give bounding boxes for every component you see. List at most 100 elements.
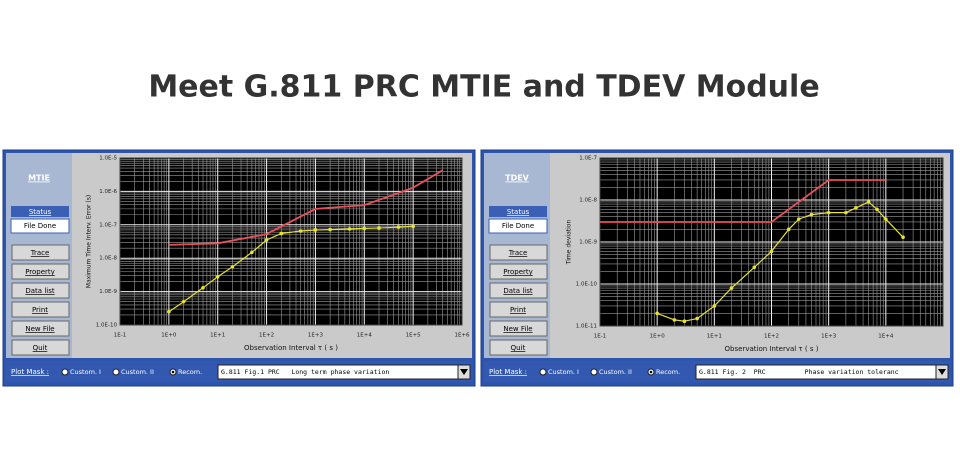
x-tick-label: 1E-1 bbox=[594, 334, 606, 340]
plot-border bbox=[119, 157, 463, 326]
radio-label[interactable]: Recom. bbox=[178, 368, 202, 376]
button[interactable] bbox=[489, 339, 548, 356]
button-label[interactable]: Quit bbox=[33, 344, 48, 352]
button-label[interactable]: Data list bbox=[25, 287, 54, 295]
data-point bbox=[695, 316, 699, 321]
status-title: Status bbox=[507, 208, 530, 216]
radio-selected bbox=[171, 370, 175, 374]
button[interactable] bbox=[11, 263, 70, 280]
button-label[interactable]: Data list bbox=[503, 287, 532, 295]
status-header bbox=[11, 206, 69, 217]
select-text: G.811 Fig.1 PRC Long term phase variatio… bbox=[221, 368, 389, 376]
radio-label[interactable]: Custom. I bbox=[70, 368, 101, 376]
radio-label[interactable]: Custom. II bbox=[599, 368, 632, 376]
radio-button[interactable] bbox=[112, 368, 120, 376]
button[interactable] bbox=[11, 301, 70, 318]
data-point bbox=[769, 249, 774, 254]
radio-label[interactable]: Recom. bbox=[656, 368, 680, 376]
data-point bbox=[809, 212, 814, 217]
button[interactable] bbox=[489, 320, 548, 337]
series-line bbox=[600, 179, 886, 223]
button[interactable] bbox=[489, 263, 548, 280]
data-point bbox=[181, 299, 186, 304]
chart: 1E-1 1E+0 1E+1 1E+2 1E+3 1E+4 1.0E-7 1.0E-8 1.0E… bbox=[566, 156, 944, 353]
y-tick-label: 1.0E-9 bbox=[579, 240, 597, 246]
data-point bbox=[377, 226, 381, 230]
status-title: Status bbox=[29, 208, 52, 216]
series-line bbox=[168, 169, 444, 246]
x-axis-label: Observation Interval τ ( s ) bbox=[244, 344, 338, 352]
button-label[interactable]: Trace bbox=[508, 249, 528, 257]
data-point bbox=[844, 210, 848, 215]
plot-area bbox=[120, 158, 462, 325]
x-tick-label: 1E+0 bbox=[650, 334, 666, 340]
data-point bbox=[328, 227, 332, 232]
page-title: Meet G.811 PRC MTIE and TDEV Module bbox=[148, 70, 819, 105]
data-point bbox=[672, 318, 677, 322]
button-label[interactable]: Quit bbox=[511, 344, 526, 352]
data-point bbox=[796, 217, 801, 221]
data-point bbox=[347, 227, 352, 231]
y-axis-label: Time deviation bbox=[566, 220, 573, 266]
button-label[interactable]: Print bbox=[510, 306, 526, 314]
button[interactable] bbox=[489, 282, 548, 299]
y-axis-label: Maximum Time Interv. Error (s) bbox=[86, 195, 93, 288]
button-label[interactable]: Property bbox=[503, 268, 533, 276]
data-point bbox=[884, 217, 888, 221]
button-label[interactable]: Print bbox=[32, 306, 48, 314]
chart: 1E-1 1E+0 1E+1 1E+2 1E+3 1E+4 1E+5 1E+6 1.0E-5 1.… bbox=[86, 156, 471, 353]
status-box bbox=[488, 218, 548, 234]
data-point bbox=[279, 231, 284, 236]
y-tick-label: 1.0E-10 bbox=[576, 282, 598, 288]
data-point bbox=[854, 206, 858, 210]
radio-label[interactable]: Custom. II bbox=[121, 368, 154, 376]
button-label[interactable]: New File bbox=[25, 325, 54, 333]
data-point bbox=[875, 207, 879, 212]
y-tick-label: 1.0E-7 bbox=[99, 222, 117, 228]
x-tick-label: 1E+3 bbox=[308, 333, 324, 339]
plot-border bbox=[599, 157, 944, 327]
button[interactable] bbox=[489, 301, 548, 318]
button[interactable] bbox=[11, 282, 70, 299]
y-tick-label: 1.0E-5 bbox=[99, 156, 117, 162]
x-tick-label: 1E-1 bbox=[114, 333, 126, 339]
button[interactable] bbox=[11, 244, 70, 261]
button[interactable] bbox=[11, 320, 70, 337]
select-arrow bbox=[460, 369, 468, 375]
status-box bbox=[10, 218, 70, 234]
status-text: File Done bbox=[24, 222, 56, 230]
x-tick-label: 1E+4 bbox=[357, 333, 373, 339]
series-line bbox=[656, 201, 904, 322]
x-tick-label: 1E+0 bbox=[161, 333, 177, 339]
button-label[interactable]: Property bbox=[25, 268, 55, 276]
button-label[interactable]: Trace bbox=[30, 249, 50, 257]
x-tick-label: 1E+1 bbox=[707, 334, 722, 340]
data-point bbox=[250, 250, 254, 255]
y-tick-label: 1.0E-7 bbox=[579, 156, 597, 162]
x-tick-label: 1E+2 bbox=[259, 333, 274, 339]
radio-label[interactable]: Custom. I bbox=[548, 368, 579, 376]
x-tick-label: 1E+3 bbox=[821, 334, 837, 340]
data-point bbox=[901, 235, 905, 240]
data-point bbox=[201, 285, 205, 290]
data-point bbox=[786, 227, 791, 232]
radio-button[interactable] bbox=[539, 368, 547, 376]
data-point bbox=[230, 265, 235, 269]
data-point bbox=[215, 274, 220, 279]
select-arrow bbox=[938, 369, 946, 375]
data-point bbox=[264, 238, 269, 242]
radio-button[interactable] bbox=[61, 368, 69, 376]
button[interactable] bbox=[11, 339, 70, 356]
x-axis-label: Observation Interval τ ( s ) bbox=[725, 345, 819, 353]
data-point bbox=[362, 226, 367, 231]
y-tick-label: 1.0E-8 bbox=[579, 198, 597, 204]
status-text: File Done bbox=[502, 222, 534, 230]
x-tick-label: 1E+5 bbox=[406, 333, 422, 339]
button-label[interactable]: New File bbox=[503, 325, 532, 333]
x-tick-label: 1E+2 bbox=[764, 334, 779, 340]
x-tick-label: 1E+4 bbox=[878, 334, 894, 340]
radio-button[interactable] bbox=[590, 368, 598, 376]
button[interactable] bbox=[489, 244, 548, 261]
data-point bbox=[682, 319, 687, 324]
